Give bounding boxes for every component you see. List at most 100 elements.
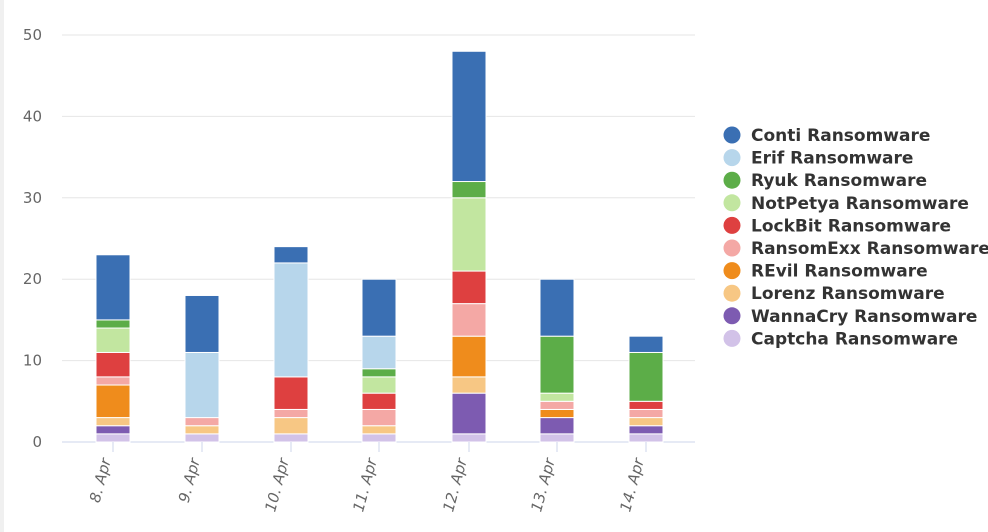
legend-item[interactable]: Ryuk Ransomware [723,171,928,191]
legend-item[interactable]: REvil Ransomware [723,262,928,282]
x-tick-label: 9. Apr [175,456,204,505]
bar-segment[interactable] [273,408,309,419]
bar-stack[interactable] [273,246,309,443]
legend-item[interactable]: NotPetya Ransomware [723,194,969,214]
bar-segment[interactable] [451,197,487,272]
legend-marker [723,239,741,257]
y-tick-label: 10 [23,352,42,370]
bar-segment[interactable] [628,433,664,443]
bar-segment[interactable] [184,433,220,443]
bar-segment[interactable] [539,417,575,435]
legend-label: RansomExx Ransomware [751,239,988,259]
legend-label: WannaCry Ransomware [751,307,977,327]
bar-segment[interactable] [451,270,487,305]
bar-segment[interactable] [628,425,664,435]
bar-segment[interactable] [361,433,397,443]
left-edge-strip [0,0,4,532]
legend-marker [723,171,741,189]
bar-segment[interactable] [95,254,131,321]
bar-segment[interactable] [95,327,131,353]
bar-segment[interactable] [451,181,487,199]
x-tick-label: 14. Apr [616,456,648,514]
bar-segment[interactable] [95,433,131,443]
bar-segment[interactable] [95,417,131,427]
bar-segment[interactable] [628,400,664,410]
bar-stack[interactable] [628,335,664,443]
bar-segment[interactable] [451,392,487,435]
bar-segment[interactable] [361,368,397,378]
bar-segment[interactable] [539,278,575,337]
bar-segment[interactable] [628,408,664,419]
x-tick-label: 8. Apr [86,456,115,505]
legend-item[interactable]: RansomExx Ransomware [723,239,988,259]
legend-item[interactable]: Conti Ransomware [723,126,931,146]
bar-segment[interactable] [273,376,309,410]
bar-segment[interactable] [273,246,309,264]
x-tick-label: 12. Apr [439,456,471,514]
y-tick-label: 40 [23,107,42,125]
bar-segment[interactable] [95,384,131,419]
bar-stack[interactable] [95,254,131,443]
bar-stack[interactable] [184,294,220,443]
bar-segment[interactable] [361,335,397,370]
legend-label: Captcha Ransomware [751,329,958,349]
bar-stack[interactable] [451,50,487,443]
legend-label: Conti Ransomware [751,126,930,146]
legend-label: REvil Ransomware [751,262,928,282]
legend-item[interactable]: LockBit Ransomware [723,216,952,236]
bar-segment[interactable] [539,400,575,410]
bar-segment[interactable] [628,351,664,402]
bar-segment[interactable] [628,335,664,353]
y-tick-label: 30 [23,189,42,207]
legend-label: Erif Ransomware [751,149,913,169]
bar-segment[interactable] [95,376,131,386]
bar-stack[interactable] [539,278,575,443]
y-tick-label: 50 [23,26,42,44]
bar-segment[interactable] [451,433,487,443]
y-tick-label: 20 [23,270,42,288]
bar-segment[interactable] [184,425,220,435]
bar-segment[interactable] [273,417,309,435]
bar-segment[interactable] [184,294,220,353]
legend-marker [723,149,741,167]
bar-segment[interactable] [95,319,131,329]
bar-segment[interactable] [184,351,220,419]
legend-marker [723,126,741,144]
bar-segment[interactable] [539,433,575,443]
bar-segment[interactable] [361,425,397,435]
bar-segment[interactable] [184,417,220,427]
bar-segment[interactable] [451,335,487,378]
bar-segment[interactable] [539,335,575,394]
bar-segment[interactable] [361,376,397,394]
bar-stack[interactable] [361,278,397,443]
y-tick-label: 0 [32,433,42,451]
legend-item[interactable]: Erif Ransomware [723,149,914,169]
bar-segment[interactable] [95,351,131,378]
bar-segment[interactable] [273,262,309,378]
x-tick-label: 11. Apr [349,456,381,514]
legend-item[interactable]: Captcha Ransomware [723,329,959,349]
legend-marker [723,216,741,234]
legend-marker [723,329,741,347]
legend-label: LockBit Ransomware [751,216,951,236]
bar-segment[interactable] [539,408,575,419]
bar-segment[interactable] [361,278,397,337]
bar-segment[interactable] [361,408,397,427]
bar-segment[interactable] [539,392,575,402]
legend-item[interactable]: Lorenz Ransomware [723,284,945,304]
bar-segment[interactable] [451,303,487,337]
bar-segment[interactable] [361,392,397,410]
legend-label: Lorenz Ransomware [751,284,945,304]
legend-marker [723,262,741,280]
bar-segment[interactable] [95,425,131,435]
legend-marker [723,284,741,302]
bar-segment[interactable] [451,50,487,183]
x-tick-label: 10. Apr [261,456,293,514]
legend-item[interactable]: WannaCry Ransomware [723,307,978,327]
bar-segment[interactable] [451,376,487,394]
bar-segment[interactable] [628,417,664,427]
x-tick-label: 13. Apr [527,456,559,514]
bar-segment[interactable] [273,433,309,443]
